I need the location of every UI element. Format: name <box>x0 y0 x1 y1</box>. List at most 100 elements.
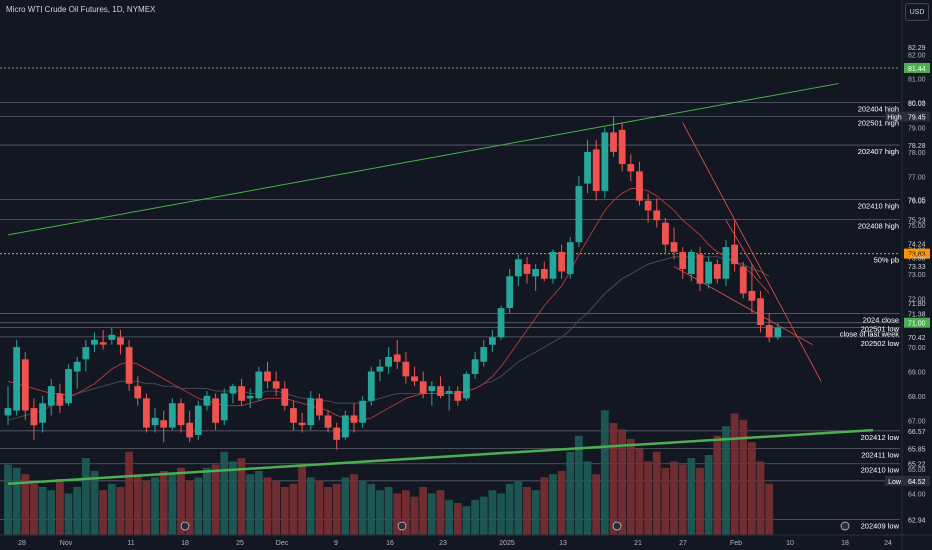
volume-bar <box>38 487 47 535</box>
volume-bar <box>575 435 583 535</box>
price-label: 65.22 <box>908 462 926 469</box>
volume-bar <box>4 464 12 535</box>
volume-bar <box>445 499 454 535</box>
candle-body <box>705 261 713 284</box>
volume-bar <box>272 480 281 535</box>
price-label: 64.52 <box>908 479 926 486</box>
volume-bar <box>220 451 229 535</box>
volume-bar <box>566 451 575 535</box>
volume-bar <box>462 506 471 535</box>
price-axis: 64.00 65.00 67.00 68.00 69.00 70.00 71.00 72.00… <box>885 0 930 550</box>
volume-bar <box>713 435 722 535</box>
volume-bar <box>756 461 765 535</box>
volume-bar <box>505 483 514 535</box>
price-label: 71.38 <box>908 311 926 318</box>
level-label: 50% pb <box>874 256 899 265</box>
volume-bar <box>168 474 177 535</box>
candle-body <box>56 393 64 406</box>
event-marker-icon <box>397 521 407 531</box>
price-tag-label: Low <box>888 479 902 486</box>
price-label: 66.57 <box>908 429 926 436</box>
price-label: 82.29 <box>908 45 926 52</box>
trendline <box>725 220 761 279</box>
volume-bar <box>350 474 358 535</box>
price-tick-label: 72.00 <box>908 296 926 303</box>
volume-bar <box>315 480 324 535</box>
moving-averages <box>7 188 770 421</box>
volume-bar <box>618 429 627 535</box>
candle-body <box>463 373 470 399</box>
volume-bar <box>367 483 376 535</box>
candle-body <box>713 264 721 279</box>
chart-title: Micro WTI Crude Oil Futures, 1D, NYMEX <box>6 5 156 14</box>
candle-body <box>411 376 418 382</box>
volume-bar <box>739 419 748 535</box>
candle-body <box>662 222 669 245</box>
volume-bar <box>289 483 298 535</box>
volume-bar <box>436 490 445 535</box>
volume-bar <box>56 479 64 535</box>
time-tick-label: 24 <box>884 540 892 547</box>
volume-bar <box>670 461 678 535</box>
candle-body <box>246 395 254 399</box>
volume-bar <box>142 480 151 535</box>
volume-bar <box>393 493 402 535</box>
volume-bar <box>376 490 384 535</box>
volume-bar <box>687 458 696 535</box>
volume-bar <box>203 467 211 535</box>
candle-body <box>21 359 29 411</box>
candle-body <box>4 408 12 416</box>
candle-body <box>748 290 756 301</box>
candle-body <box>454 391 462 401</box>
candle-body <box>91 339 98 345</box>
candle-body <box>47 386 55 406</box>
candle-body <box>627 164 635 172</box>
price-tick-label: 67.00 <box>908 418 926 425</box>
price-tag-label: High <box>887 115 902 122</box>
candle-body <box>307 398 315 426</box>
volume-bar <box>107 483 116 535</box>
candle-body <box>610 132 617 152</box>
level-label: 202502 low <box>861 339 900 348</box>
currency-button[interactable]: USD <box>905 3 929 21</box>
trendline <box>682 122 822 382</box>
time-tick-label: 9 <box>334 540 338 547</box>
level-label: 202501 high <box>858 119 899 128</box>
candle-body <box>264 371 271 382</box>
price-label: 73.83 <box>908 252 926 259</box>
volume-bar <box>185 480 194 535</box>
level-label: close of last week <box>840 330 899 339</box>
volume-bar <box>125 451 133 535</box>
time-tick-label: 25 <box>236 540 244 547</box>
volume-bar <box>531 490 540 535</box>
volume-bar <box>99 490 108 535</box>
candle-body <box>739 266 747 294</box>
volume-bar <box>592 474 601 535</box>
volume-bar <box>652 451 661 535</box>
volume-bar <box>549 474 557 535</box>
volume-bar <box>514 480 523 535</box>
price-tag-box <box>885 111 904 122</box>
candle-body <box>65 369 72 404</box>
time-tick-label: 28 <box>18 540 26 547</box>
volume-bar <box>410 496 419 535</box>
price-label: 79.45 <box>908 115 926 122</box>
price-label: 73.33 <box>908 264 926 271</box>
candle-body <box>679 251 687 270</box>
volume-bar <box>722 426 730 535</box>
candle-body <box>125 347 133 384</box>
candle-body <box>653 210 661 221</box>
volume-bar <box>177 467 185 535</box>
candle-body <box>385 356 392 367</box>
candle-body <box>290 408 297 423</box>
event-marker-icon <box>180 521 190 531</box>
time-tick-label: 18 <box>841 540 849 547</box>
price-label: 62.94 <box>908 517 926 524</box>
candle-body <box>393 354 401 362</box>
candle-body <box>489 337 496 345</box>
volume-bar <box>523 487 531 535</box>
volume-bar <box>324 487 332 535</box>
level-label: 202501 low <box>861 325 900 334</box>
event-marker-icon <box>840 521 850 531</box>
